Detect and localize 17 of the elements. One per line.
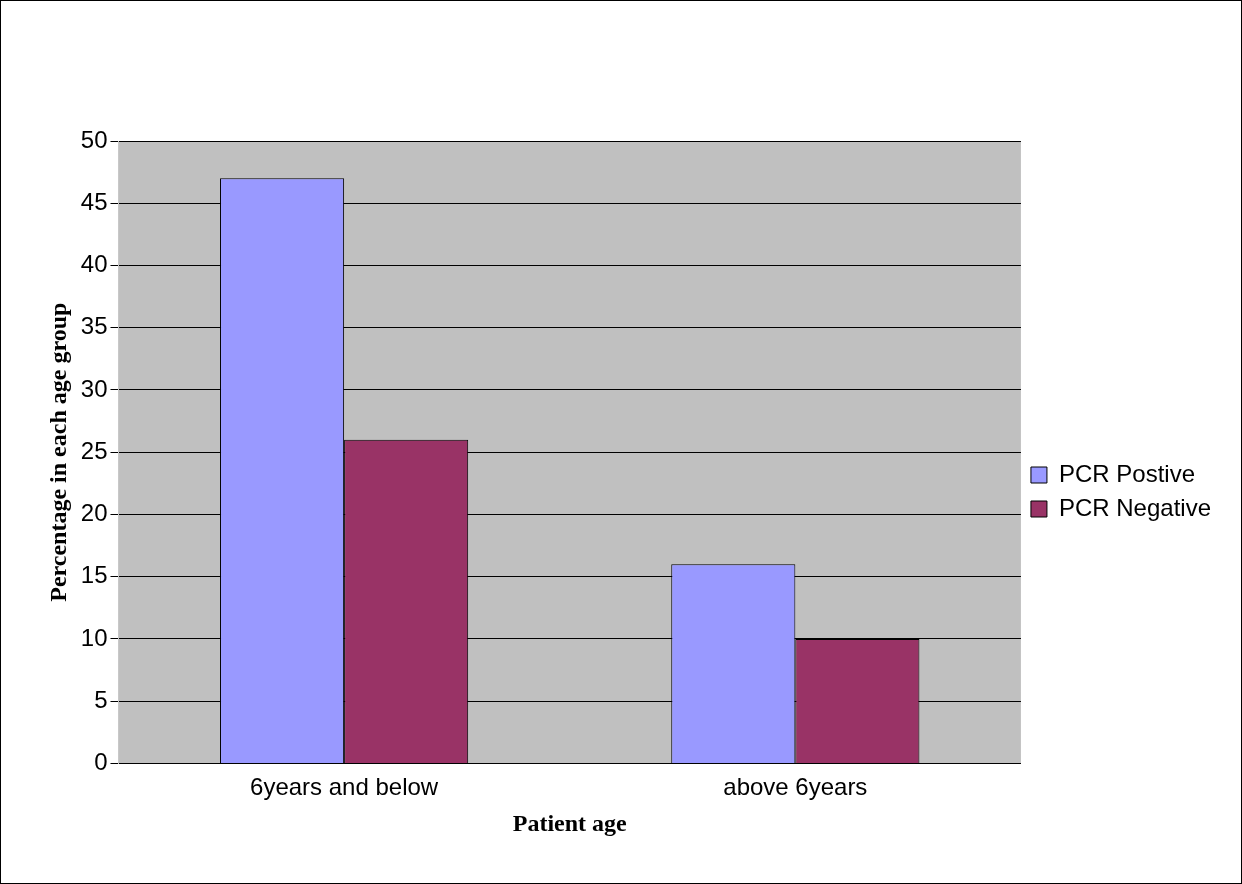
y-tick-label: 10 (80, 623, 108, 651)
legend-label: PCR Postive (1058, 459, 1195, 487)
y-tick-label: 15 (80, 561, 108, 589)
legend-label: PCR Negative (1058, 493, 1211, 521)
y-tick-label: 50 (80, 125, 108, 153)
x-tick-label: above 6years (723, 773, 868, 801)
y-tick-label: 40 (80, 250, 108, 278)
y-tick-label: 0 (94, 748, 108, 776)
y-tick-label: 35 (80, 312, 108, 340)
y-tick-label: 30 (80, 374, 108, 402)
y-tick-label: 45 (80, 187, 108, 215)
x-axis-title: Patient age (512, 809, 628, 836)
y-tick-label: 25 (80, 436, 108, 464)
y-tick-label: 5 (94, 685, 108, 713)
y-tick-label: 20 (80, 499, 108, 527)
y-axis-title: Percentage in each age group (44, 302, 71, 602)
x-tick-label: 6years and below (250, 773, 439, 801)
